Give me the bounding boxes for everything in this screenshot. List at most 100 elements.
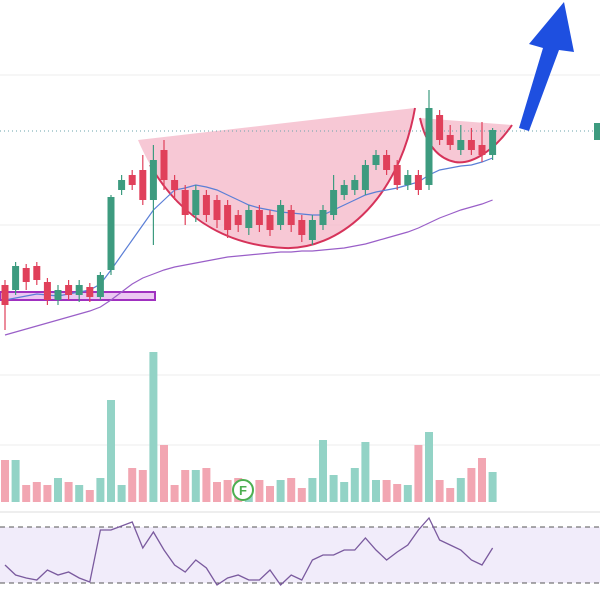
handle-fill — [420, 118, 512, 163]
candle-body — [96, 275, 104, 297]
volume-bar — [488, 472, 497, 502]
volume-bar — [181, 470, 190, 502]
price-marker — [594, 123, 600, 140]
volume-bar — [223, 480, 232, 502]
volume-bar — [393, 484, 402, 502]
volume-bar — [85, 490, 94, 502]
candle-body — [22, 268, 30, 282]
candle-body — [489, 130, 497, 155]
cup-curve — [149, 107, 416, 250]
volume-bar — [478, 458, 486, 502]
candle-body — [33, 266, 41, 280]
candle-body — [383, 155, 391, 170]
moving-average — [4, 199, 493, 336]
candle-body — [308, 220, 316, 240]
candle-body — [446, 135, 454, 145]
volume-bar — [361, 442, 370, 502]
volume-bar — [329, 475, 338, 502]
volume-bar — [64, 482, 73, 502]
candle-body — [192, 190, 200, 215]
volume-bar — [297, 488, 306, 502]
candle-body — [372, 155, 380, 165]
candle-body — [478, 145, 486, 155]
candle-body — [277, 205, 285, 225]
volume-bar — [170, 485, 179, 502]
volume-bar — [75, 485, 84, 502]
candle-body — [234, 215, 242, 225]
candle-body — [436, 115, 444, 140]
volume-bar — [138, 470, 147, 502]
candle-body — [467, 140, 475, 150]
candle-body — [54, 290, 62, 300]
volume-bar — [11, 460, 20, 502]
volume-bar — [350, 468, 359, 502]
rsi-band — [0, 527, 600, 583]
candle-body — [255, 210, 263, 225]
candle-body — [330, 190, 338, 215]
candle-body — [393, 165, 401, 185]
candle-body — [171, 180, 179, 190]
cup-fill — [138, 108, 415, 249]
volume-bar — [22, 485, 31, 502]
candle-body — [139, 170, 147, 200]
volume-bar — [160, 445, 168, 502]
candle-body — [287, 210, 295, 225]
volume-bar — [54, 478, 62, 502]
candle-body — [266, 215, 274, 230]
candle-body — [404, 175, 412, 185]
plot — [0, 90, 600, 586]
candle-body — [224, 205, 232, 230]
candle-body — [75, 285, 83, 295]
volume-bar — [128, 468, 137, 502]
candle-body — [414, 175, 422, 190]
breakout-arrow — [519, 2, 574, 131]
candle-body — [1, 285, 9, 305]
candle-body — [425, 108, 433, 185]
candle-body — [202, 195, 210, 215]
event-marker — [232, 479, 254, 501]
volume-bar — [1, 460, 9, 502]
candle-body — [118, 180, 126, 190]
candle-body — [457, 140, 465, 150]
candle-body — [298, 220, 306, 235]
candle-body — [149, 160, 157, 200]
candle-body — [65, 285, 73, 295]
candle-body — [86, 287, 94, 297]
grid — [0, 74, 600, 513]
rsi-line — [4, 516, 494, 586]
candle-body — [319, 210, 327, 225]
volume-bar — [276, 480, 285, 502]
volume-bar — [403, 485, 412, 502]
volume-bar — [96, 478, 105, 502]
candle-body — [12, 266, 20, 290]
volume-bar — [191, 470, 200, 502]
candle-body — [340, 185, 348, 195]
volume-bar — [43, 485, 52, 502]
volume-bar — [202, 468, 211, 502]
volume-bar — [414, 445, 423, 502]
volume-bar — [287, 478, 296, 502]
candle-body — [245, 210, 253, 228]
volume-bar — [467, 468, 476, 502]
volume-bar — [435, 480, 444, 502]
volume-bar — [446, 488, 455, 502]
event-marker-label: F — [239, 483, 247, 498]
volume-bar — [266, 486, 274, 502]
volume-bar — [372, 480, 380, 502]
volume-bar — [308, 478, 317, 502]
candle-body — [43, 282, 51, 300]
volume-bar — [425, 432, 433, 502]
volume-bar — [107, 400, 115, 502]
candle-body — [213, 200, 221, 220]
volume-bar — [255, 480, 264, 502]
volume-bar — [382, 480, 391, 502]
candle-body — [361, 165, 369, 190]
candle-body — [160, 150, 168, 180]
volume-bar — [149, 352, 158, 502]
candle-body — [107, 197, 115, 270]
candle-body — [351, 180, 359, 190]
candle-body — [181, 190, 189, 215]
volume-bar — [213, 482, 221, 502]
